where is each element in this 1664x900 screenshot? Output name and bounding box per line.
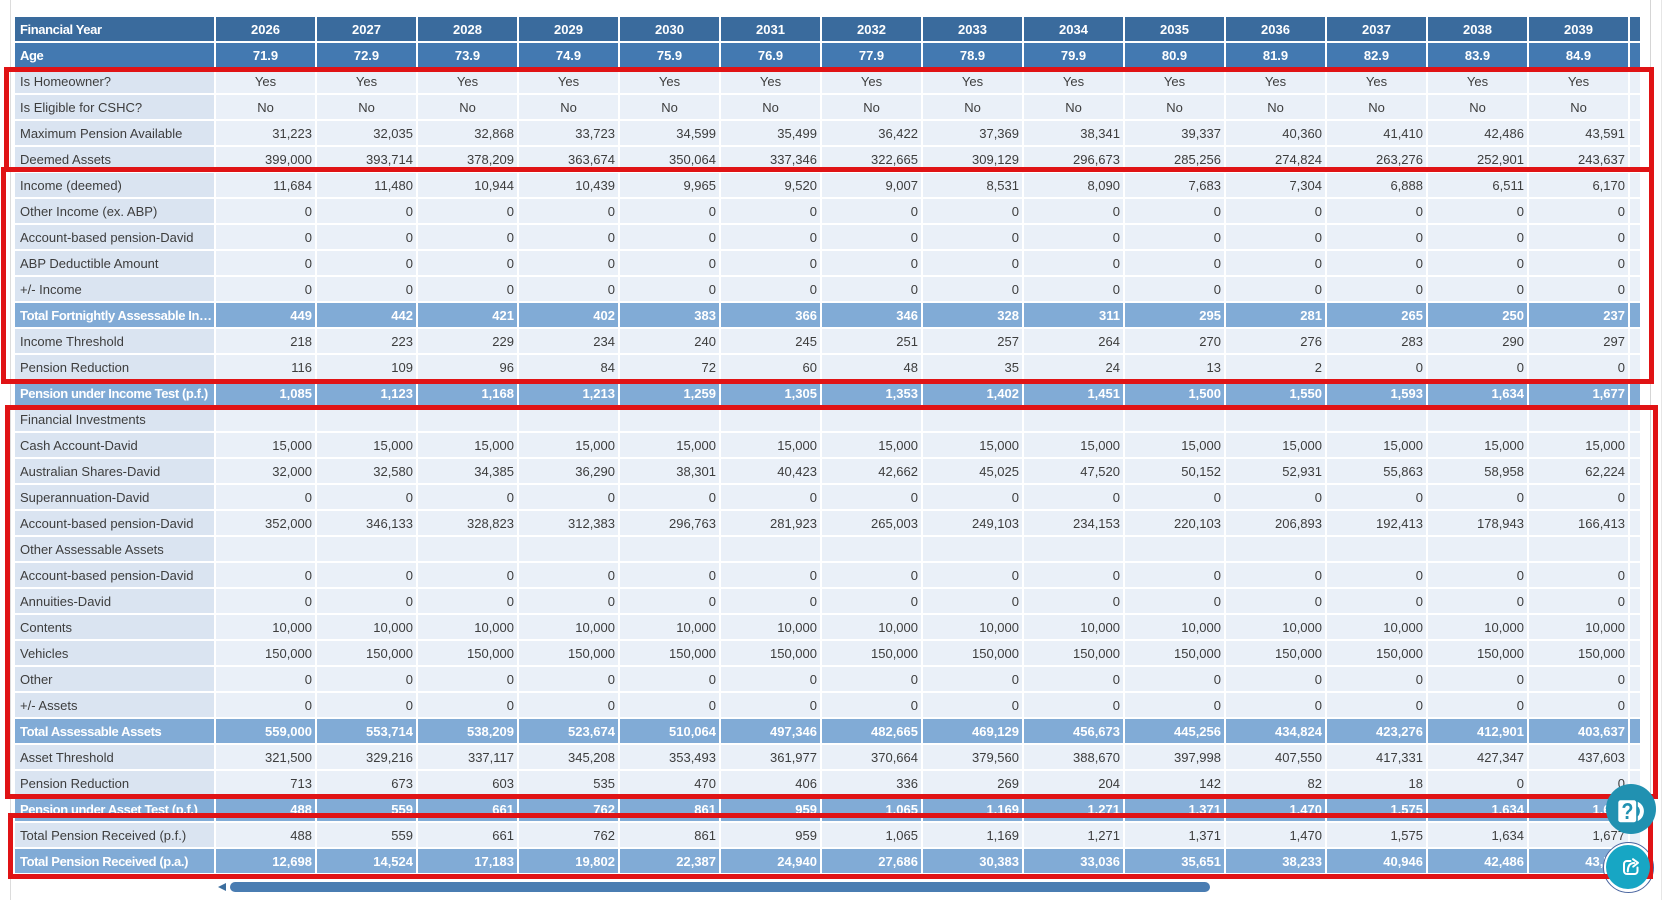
svg-text:?: ? [1622, 798, 1634, 824]
